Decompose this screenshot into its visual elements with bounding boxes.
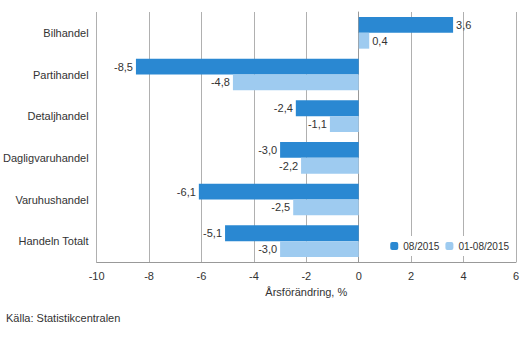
svg-text:Handeln Totalt: Handeln Totalt [18, 235, 88, 247]
svg-text:-6: -6 [197, 270, 207, 282]
svg-text:-1,1: -1,1 [308, 118, 327, 130]
svg-text:-6,1: -6,1 [177, 186, 196, 198]
svg-text:Varuhushandel: Varuhushandel [15, 194, 88, 206]
svg-text:-4,8: -4,8 [211, 76, 230, 88]
svg-text:Bilhandel: Bilhandel [43, 27, 88, 39]
svg-text:Dagligvaruhandel: Dagligvaruhandel [3, 152, 89, 164]
svg-text:3,6: 3,6 [456, 19, 471, 31]
svg-text:-5,1: -5,1 [203, 227, 222, 239]
svg-text:Källa: Statistikcentralen: Källa: Statistikcentralen [6, 312, 120, 324]
svg-text:-3,0: -3,0 [258, 144, 277, 156]
svg-text:-2: -2 [301, 270, 311, 282]
svg-text:2: 2 [408, 270, 414, 282]
svg-text:-8,5: -8,5 [114, 61, 133, 73]
svg-text:-4: -4 [249, 270, 259, 282]
svg-text:-3,0: -3,0 [258, 243, 277, 255]
svg-text:-10: -10 [89, 270, 105, 282]
svg-text:-2,4: -2,4 [274, 102, 293, 114]
svg-text:0,4: 0,4 [372, 35, 387, 47]
svg-text:-2,5: -2,5 [271, 201, 290, 213]
svg-text:-2,2: -2,2 [279, 160, 298, 172]
svg-text:01-08/2015: 01-08/2015 [458, 241, 509, 252]
svg-text:08/2015: 08/2015 [403, 241, 440, 252]
svg-text:Detaljhandel: Detaljhandel [27, 110, 88, 122]
svg-text:4: 4 [461, 270, 467, 282]
svg-text:Årsförändring, %: Årsförändring, % [265, 286, 347, 298]
svg-text:0: 0 [356, 270, 362, 282]
svg-text:6: 6 [513, 270, 519, 282]
svg-text:Partihandel: Partihandel [33, 69, 89, 81]
svg-text:-8: -8 [144, 270, 154, 282]
